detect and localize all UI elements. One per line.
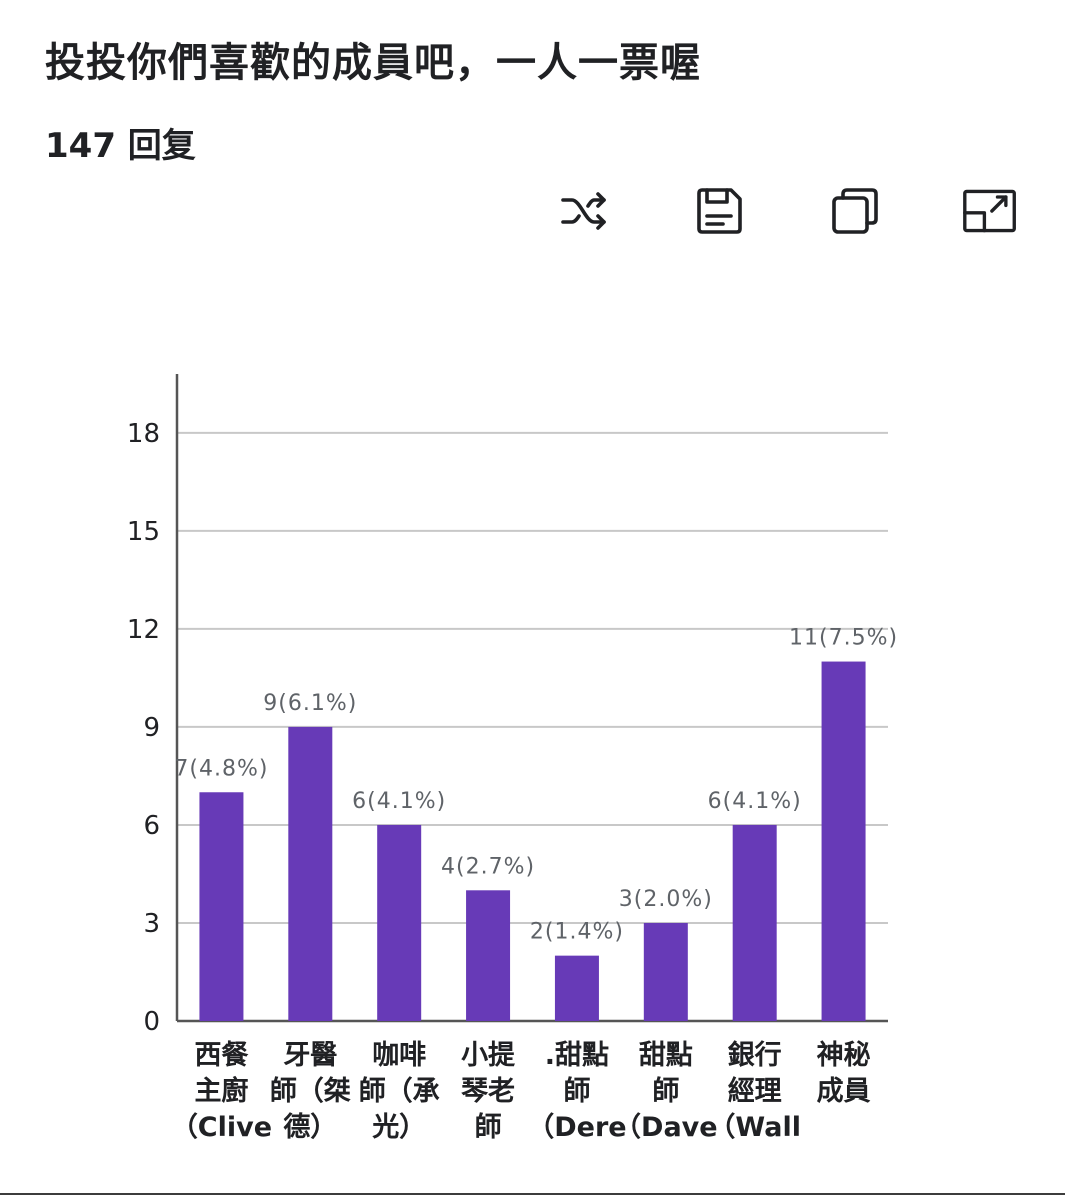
shuffle-icon xyxy=(561,192,606,230)
x-tick-label: 銀行 xyxy=(728,1039,782,1071)
copy-icon xyxy=(832,188,878,234)
x-tick-label: 師 xyxy=(475,1112,502,1143)
x-tick-label: 德） xyxy=(283,1112,337,1143)
x-tick-label: .甜點 xyxy=(545,1040,609,1071)
y-tick-label: 0 xyxy=(143,1007,160,1037)
x-tick-label: 小提 xyxy=(461,1040,516,1071)
x-tick-label: 主廚 xyxy=(194,1075,248,1107)
x-tick-label: 神秘 xyxy=(817,1040,871,1071)
data-label: 11(7.5%) xyxy=(789,626,898,651)
data-label: 9(6.1%) xyxy=(263,691,357,716)
x-tick-label: 師（承 xyxy=(359,1076,440,1107)
response-count: 147 回复 xyxy=(45,126,196,166)
x-tick-label: （Clive xyxy=(171,1112,272,1143)
x-tick-label: 琴老 xyxy=(461,1076,515,1107)
save-icon xyxy=(697,188,742,234)
chart-toolbar xyxy=(0,183,1065,239)
y-tick-label: 9 xyxy=(143,713,160,743)
y-tick-label: 12 xyxy=(127,615,160,645)
x-tick-label: 師（桀 xyxy=(270,1075,351,1107)
x-tick-label: 光） xyxy=(371,1112,426,1143)
x-tick-label: （Dave xyxy=(614,1112,718,1143)
data-label: 6(4.1%) xyxy=(352,789,446,814)
x-tick-label: 牙醫 xyxy=(283,1040,337,1071)
data-label: 3(2.0%) xyxy=(619,887,713,912)
bar-chart: 0 3 6 9 12 15 18 7(4.8%) 西餐主廚 （Clive 9(6.1%) 牙醫師（桀德… xyxy=(0,340,1065,1160)
expand-button[interactable] xyxy=(962,183,1018,239)
x-tick-label: 成員 xyxy=(817,1076,871,1107)
x-tick-label: 西餐 xyxy=(194,1040,249,1071)
x-tick-label: 師 xyxy=(652,1076,679,1107)
x-tick-label: （Dere xyxy=(527,1112,626,1143)
data-label: 7(4.8%) xyxy=(174,756,268,781)
shuffle-button[interactable] xyxy=(556,183,612,239)
question-title: 投投你們喜歡的成員吧，一人一票喔 xyxy=(45,40,701,86)
expand-icon xyxy=(963,189,1016,233)
bar xyxy=(377,824,422,1021)
x-tick-label: 咖啡 xyxy=(372,1040,426,1071)
bar xyxy=(554,955,599,1021)
data-label: 6(4.1%) xyxy=(708,789,802,814)
data-label: 2(1.4%) xyxy=(530,920,624,945)
y-tick-label: 15 xyxy=(127,517,160,547)
y-tick-label: 18 xyxy=(127,419,160,449)
save-button[interactable] xyxy=(691,183,747,239)
bar xyxy=(821,661,866,1021)
x-tick-label: 經理 xyxy=(728,1075,782,1107)
bar xyxy=(466,890,511,1021)
bar xyxy=(288,726,333,1021)
x-tick-label: 師 xyxy=(563,1076,590,1107)
x-tick-label: 甜點 xyxy=(639,1040,693,1071)
bar xyxy=(199,792,244,1021)
y-tick-label: 6 xyxy=(143,811,160,841)
copy-button[interactable] xyxy=(827,183,883,239)
x-tick-label: （Wall xyxy=(708,1112,801,1143)
data-label: 4(2.7%) xyxy=(441,854,535,879)
bar xyxy=(643,922,688,1021)
y-tick-label: 3 xyxy=(143,909,160,939)
bar xyxy=(732,824,777,1021)
bottom-divider xyxy=(0,1193,1065,1195)
